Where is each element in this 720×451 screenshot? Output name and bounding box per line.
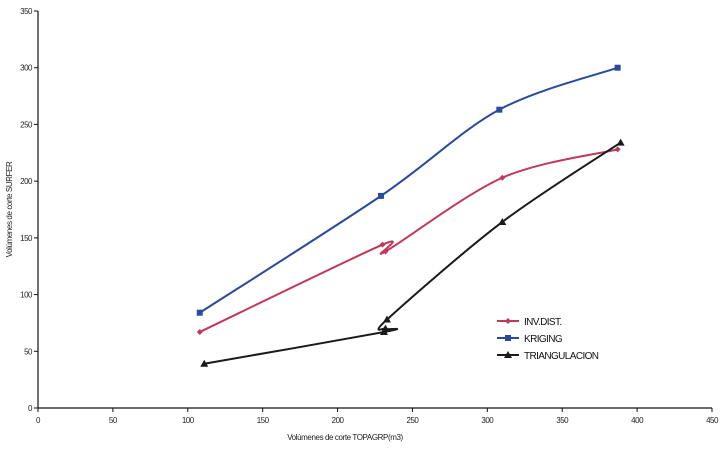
y-tick-label: 50 <box>24 347 33 356</box>
legend-item: KRIGING <box>497 334 563 345</box>
data-point <box>614 146 621 153</box>
legend-item: TRIANGULACION <box>497 351 599 362</box>
x-tick-label: 300 <box>481 416 494 425</box>
data-point <box>616 138 625 146</box>
x-tick-label: 0 <box>36 416 41 425</box>
data-point <box>496 106 503 113</box>
data-point <box>200 359 209 367</box>
data-point <box>379 241 386 248</box>
y-tick-label: 350 <box>20 7 33 16</box>
series-kriging <box>196 64 621 316</box>
legend-label: KRIGING <box>524 334 563 345</box>
y-axis-ticks: 0 50 100 150 200 250 300 350 <box>20 7 38 413</box>
y-tick-label: 300 <box>20 64 33 73</box>
x-tick-label: 450 <box>706 416 719 425</box>
legend-label: TRIANGULACION <box>524 351 599 362</box>
series-triangulacion <box>200 138 625 367</box>
series-line <box>199 66 618 314</box>
x-tick-label: 200 <box>332 416 345 425</box>
y-tick-label: 250 <box>20 120 33 129</box>
y-axis-label: Volúmenes de corte SURFER <box>5 161 14 257</box>
x-axis-label: Volúmenes de corte TOPAGRP(m3) <box>287 433 403 442</box>
x-tick-label: 400 <box>631 416 644 425</box>
legend: INV.DIST. KRIGING TRIANGULACION <box>497 317 599 362</box>
data-point <box>614 64 621 71</box>
data-point <box>196 329 203 336</box>
legend-item: INV.DIST. <box>497 317 562 328</box>
legend-swatch-marker <box>505 318 511 324</box>
data-point <box>499 174 506 181</box>
x-axis-ticks: 0 50 100 150 200 250 300 350 400 450 <box>36 408 719 425</box>
y-tick-label: 200 <box>20 177 33 186</box>
x-tick-label: 250 <box>407 416 420 425</box>
data-point <box>382 248 389 255</box>
y-tick-label: 100 <box>20 291 33 300</box>
x-tick-label: 100 <box>182 416 195 425</box>
x-tick-label: 50 <box>109 416 118 425</box>
data-point <box>377 192 384 199</box>
data-point <box>381 324 390 332</box>
legend-swatch-marker <box>504 351 512 358</box>
legend-label: INV.DIST. <box>524 317 562 328</box>
data-point <box>196 309 203 316</box>
x-tick-label: 150 <box>257 416 270 425</box>
series-inv-dist <box>196 146 621 336</box>
y-tick-label: 150 <box>20 234 33 243</box>
data-point <box>498 217 507 225</box>
data-point <box>382 315 391 323</box>
series-line <box>204 141 622 365</box>
axes <box>37 11 712 409</box>
series-layer <box>196 64 625 367</box>
x-tick-label: 350 <box>556 416 569 425</box>
legend-swatch-marker <box>505 335 511 341</box>
y-tick-label: 0 <box>28 404 33 413</box>
